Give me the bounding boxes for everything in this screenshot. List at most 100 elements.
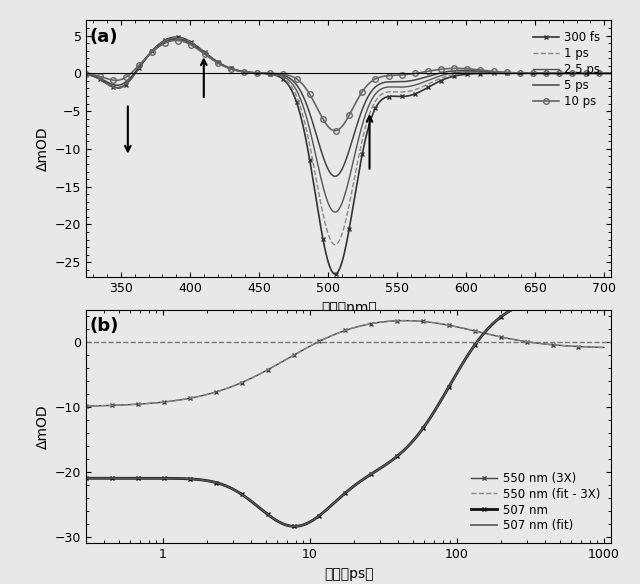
300 fs	[173, 33, 180, 40]
5 ps	[418, 75, 426, 82]
550 nm (3X)	[401, 317, 408, 324]
507 nm	[292, 523, 300, 530]
Y-axis label: ΔmOD: ΔmOD	[36, 127, 50, 171]
10 ps	[536, 69, 543, 77]
507 nm (fit)	[83, 475, 90, 482]
2.5 ps	[115, 84, 122, 91]
507 nm	[291, 523, 298, 530]
10 ps	[482, 67, 490, 74]
1 ps	[418, 84, 426, 91]
300 fs	[83, 71, 90, 78]
550 nm (fit - 3X)	[600, 344, 608, 351]
Line: 2.5 ps: 2.5 ps	[86, 39, 611, 212]
550 nm (3X)	[136, 401, 143, 408]
507 nm	[136, 475, 143, 482]
5 ps	[332, 173, 339, 180]
507 nm	[600, 290, 608, 297]
10 ps	[83, 70, 90, 77]
1 ps	[173, 34, 180, 41]
X-axis label: 時間（ps）: 時間（ps）	[324, 566, 374, 580]
Line: 10 ps: 10 ps	[84, 37, 614, 134]
5 ps	[403, 78, 410, 85]
Text: (b): (b)	[89, 317, 118, 335]
Text: (a): (a)	[89, 28, 118, 46]
1 ps	[83, 71, 90, 78]
10 ps	[173, 37, 180, 44]
300 fs	[388, 93, 396, 100]
300 fs	[607, 70, 615, 77]
10 ps	[403, 71, 410, 78]
550 nm (3X)	[292, 350, 300, 357]
2.5 ps	[418, 79, 426, 86]
300 fs	[536, 70, 543, 77]
300 fs	[332, 270, 339, 277]
Line: 550 nm (3X): 550 nm (3X)	[84, 318, 606, 408]
2.5 ps	[388, 84, 396, 91]
550 nm (fit - 3X)	[438, 321, 446, 328]
507 nm (fit)	[136, 475, 143, 482]
1 ps	[115, 85, 122, 92]
Legend: 550 nm (3X), 550 nm (fit - 3X), 507 nm, 507 nm (fit): 550 nm (3X), 550 nm (fit - 3X), 507 nm, …	[467, 467, 605, 537]
Line: 5 ps: 5 ps	[86, 39, 611, 176]
Line: 507 nm: 507 nm	[84, 291, 606, 529]
300 fs	[403, 93, 410, 100]
300 fs	[482, 70, 490, 77]
1 ps	[388, 88, 396, 95]
5 ps	[536, 70, 543, 77]
Y-axis label: ΔmOD: ΔmOD	[36, 404, 50, 449]
507 nm	[438, 395, 446, 402]
Legend: 300 fs, 1 ps, 2.5 ps, 5 ps, 10 ps: 300 fs, 1 ps, 2.5 ps, 5 ps, 10 ps	[528, 26, 605, 113]
550 nm (fit - 3X)	[486, 331, 494, 338]
10 ps	[115, 77, 122, 84]
550 nm (3X)	[438, 321, 446, 328]
5 ps	[173, 36, 180, 43]
5 ps	[115, 82, 122, 89]
2.5 ps	[536, 70, 543, 77]
5 ps	[482, 68, 490, 75]
2.5 ps	[173, 35, 180, 42]
5 ps	[388, 78, 396, 85]
507 nm (fit)	[311, 516, 319, 523]
507 nm	[83, 475, 90, 482]
X-axis label: 波長（nm）: 波長（nm）	[321, 301, 377, 315]
Line: 300 fs: 300 fs	[84, 34, 614, 276]
10 ps	[388, 72, 396, 79]
550 nm (3X)	[83, 402, 90, 409]
2.5 ps	[607, 70, 615, 77]
550 nm (fit - 3X)	[496, 333, 504, 340]
Line: 507 nm (fit): 507 nm (fit)	[86, 294, 604, 526]
5 ps	[607, 70, 615, 77]
10 ps	[607, 70, 615, 77]
2.5 ps	[83, 71, 90, 78]
10 ps	[418, 69, 426, 76]
507 nm	[486, 323, 494, 330]
550 nm (3X)	[486, 331, 494, 338]
2.5 ps	[482, 69, 490, 76]
1 ps	[536, 70, 543, 77]
5 ps	[83, 71, 90, 78]
507 nm (fit)	[496, 314, 504, 321]
507 nm	[496, 314, 504, 321]
300 fs	[115, 85, 122, 92]
507 nm (fit)	[486, 323, 494, 330]
507 nm (fit)	[438, 395, 446, 402]
550 nm (3X)	[310, 340, 318, 347]
10 ps	[332, 127, 339, 134]
1 ps	[482, 69, 490, 77]
1 ps	[403, 88, 410, 95]
Line: 1 ps: 1 ps	[86, 38, 611, 245]
550 nm (fit - 3X)	[136, 401, 143, 408]
550 nm (3X)	[600, 344, 608, 351]
2.5 ps	[403, 84, 410, 91]
507 nm (fit)	[292, 523, 300, 530]
1 ps	[332, 241, 339, 248]
507 nm	[311, 516, 319, 523]
550 nm (fit - 3X)	[310, 340, 318, 347]
507 nm (fit)	[600, 290, 608, 297]
550 nm (fit - 3X)	[83, 402, 90, 409]
1 ps	[607, 70, 615, 77]
550 nm (3X)	[496, 333, 504, 340]
550 nm (fit - 3X)	[401, 317, 408, 324]
507 nm (fit)	[291, 523, 298, 530]
2.5 ps	[332, 208, 339, 215]
